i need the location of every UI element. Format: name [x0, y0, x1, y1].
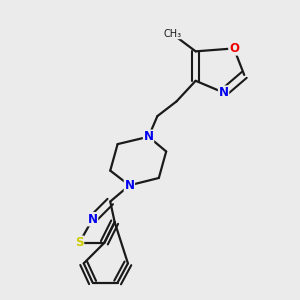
Text: N: N — [124, 179, 134, 192]
Text: N: N — [219, 86, 229, 99]
Text: N: N — [88, 213, 98, 226]
Text: O: O — [229, 42, 239, 55]
Text: CH₃: CH₃ — [163, 29, 181, 39]
Text: S: S — [75, 236, 84, 249]
Text: N: N — [143, 130, 154, 143]
